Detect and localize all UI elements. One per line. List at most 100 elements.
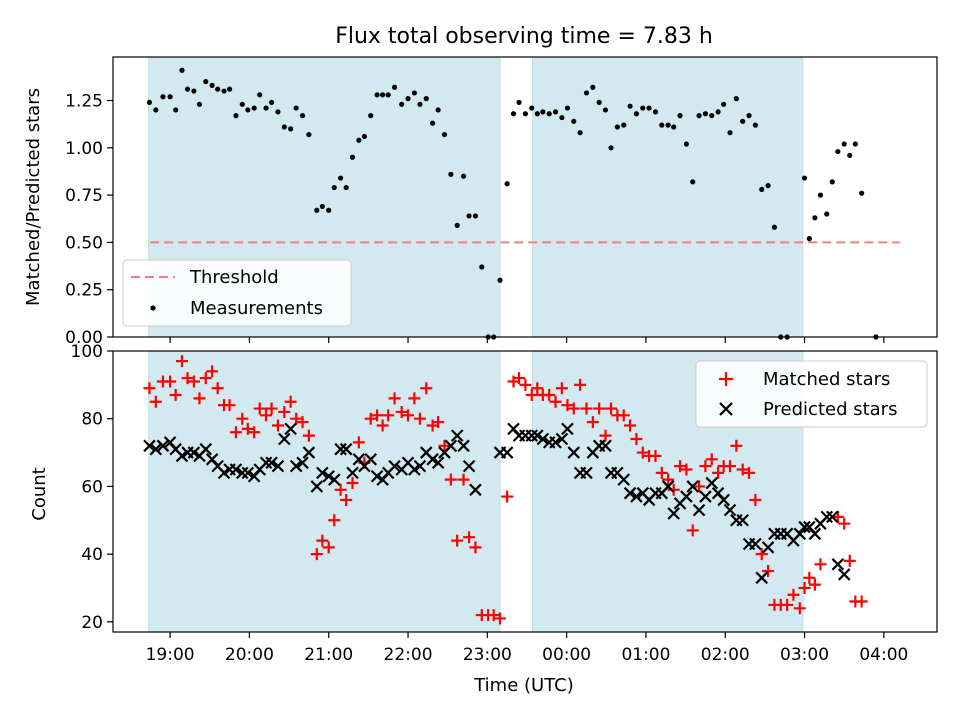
matched-star-point bbox=[284, 395, 297, 408]
measurement-point bbox=[257, 92, 263, 98]
predicted-star-point bbox=[831, 558, 845, 571]
matched-star-point bbox=[724, 460, 737, 473]
measurement-point bbox=[602, 107, 609, 113]
predicted-star-point bbox=[199, 442, 213, 456]
matched-star-point bbox=[371, 409, 384, 422]
measurement-point bbox=[621, 122, 627, 128]
measurement-point bbox=[540, 109, 546, 115]
predicted-star-point bbox=[296, 456, 309, 470]
x-tick-label: 21:00 bbox=[304, 645, 353, 665]
measurement-point bbox=[835, 148, 841, 155]
matched-star-point bbox=[531, 382, 544, 395]
measurement-point bbox=[263, 105, 269, 111]
predicted-star-point bbox=[536, 432, 550, 446]
measurement-point bbox=[671, 124, 677, 130]
predicted-star-point bbox=[408, 463, 421, 476]
x-tick-label: 03:00 bbox=[780, 645, 829, 665]
measurement-point bbox=[740, 118, 746, 124]
measurement-point bbox=[281, 124, 287, 130]
matched-star-point bbox=[143, 382, 156, 395]
predicted-star-point bbox=[156, 439, 170, 453]
x-tick-label: 00:00 bbox=[542, 645, 591, 665]
measurement-point bbox=[702, 111, 709, 117]
legend-predicted-swatch bbox=[719, 402, 733, 416]
top-y-tick-label: 0.75 bbox=[65, 186, 103, 206]
measurement-point bbox=[829, 179, 835, 185]
predicted-star-point bbox=[680, 490, 693, 503]
matched-star-point bbox=[420, 382, 433, 395]
matched-star-point bbox=[169, 389, 182, 402]
matched-star-point bbox=[662, 473, 675, 486]
predicted-star-point bbox=[450, 429, 464, 442]
measurement-point bbox=[435, 107, 441, 113]
matched-star-point bbox=[310, 548, 323, 561]
measurement-point bbox=[640, 105, 646, 111]
matched-star-point bbox=[376, 419, 389, 432]
measurement-point bbox=[209, 82, 215, 88]
measurement-point bbox=[847, 152, 853, 158]
predicted-star-point bbox=[661, 480, 675, 493]
matched-star-point bbox=[586, 416, 599, 429]
measurement-point bbox=[696, 113, 702, 119]
matched-star-point bbox=[593, 402, 606, 415]
legend-matched-swatch bbox=[719, 372, 733, 386]
predicted-star-point bbox=[284, 422, 297, 436]
x-tick-label: 19:00 bbox=[146, 645, 195, 665]
measurement-point bbox=[167, 94, 173, 100]
measurement-point bbox=[319, 203, 325, 210]
measurement-point bbox=[226, 86, 233, 92]
predicted-star-point bbox=[457, 439, 470, 453]
matched-star-point bbox=[432, 416, 445, 429]
measurement-point bbox=[385, 92, 391, 98]
matched-star-point bbox=[501, 490, 514, 503]
measurement-point bbox=[552, 109, 559, 115]
matched-star-point bbox=[736, 463, 749, 476]
measurement-point bbox=[690, 179, 696, 185]
measurement-point bbox=[859, 190, 865, 196]
measurement-point bbox=[374, 92, 380, 98]
matched-star-point bbox=[755, 548, 768, 561]
measurement-point bbox=[380, 92, 386, 98]
matched-star-point bbox=[787, 588, 800, 601]
predicted-star-point bbox=[717, 493, 730, 507]
predicted-star-point bbox=[820, 510, 834, 524]
matched-star-point bbox=[253, 402, 266, 415]
measurement-point bbox=[454, 222, 460, 228]
matched-star-point bbox=[352, 436, 365, 449]
predicted-star-point bbox=[346, 466, 359, 480]
measurement-point bbox=[269, 99, 275, 106]
measurement-point bbox=[801, 175, 808, 181]
top-y-ticks: 0.00 0.25 0.50 0.75 1.00 1.25 bbox=[65, 92, 113, 348]
predicted-star-point bbox=[808, 527, 822, 541]
predicted-star-point bbox=[259, 456, 273, 470]
measurement-point bbox=[423, 96, 429, 102]
measurement-point bbox=[715, 109, 721, 115]
predicted-star-points bbox=[143, 422, 851, 585]
predicted-star-point bbox=[623, 486, 637, 500]
matched-star-point bbox=[175, 355, 188, 368]
measurement-point bbox=[221, 88, 227, 94]
bottom-x-ticks: 19:00 20:00 21:00 22:00 23:00 00:00 01:00 02:00… bbox=[146, 632, 908, 665]
measurement-point bbox=[559, 114, 565, 121]
predicted-star-point bbox=[555, 432, 569, 446]
bottom-y-ticks: 20 40 60 80 100 bbox=[71, 342, 113, 633]
matched-star-point bbox=[265, 402, 278, 415]
predicted-star-point bbox=[549, 436, 562, 449]
bottom-y-tick-label: 60 bbox=[81, 477, 103, 497]
top-axes-frame bbox=[112, 56, 938, 338]
measurement-point bbox=[275, 109, 281, 115]
predicted-star-point bbox=[431, 456, 445, 470]
matched-star-point bbox=[408, 392, 421, 405]
matched-star-point bbox=[438, 439, 451, 452]
measurement-point bbox=[646, 105, 652, 111]
matched-star-point bbox=[364, 412, 377, 425]
matched-star-point bbox=[181, 372, 194, 385]
predicted-star-point bbox=[561, 422, 574, 436]
top-y-tick-label: 1.25 bbox=[65, 92, 103, 112]
predicted-star-point bbox=[837, 568, 851, 581]
predicted-star-point bbox=[149, 442, 163, 456]
matched-star-point bbox=[278, 405, 291, 418]
measurement-point bbox=[727, 130, 733, 136]
measurement-point bbox=[529, 105, 535, 111]
measurement-point bbox=[614, 124, 620, 130]
